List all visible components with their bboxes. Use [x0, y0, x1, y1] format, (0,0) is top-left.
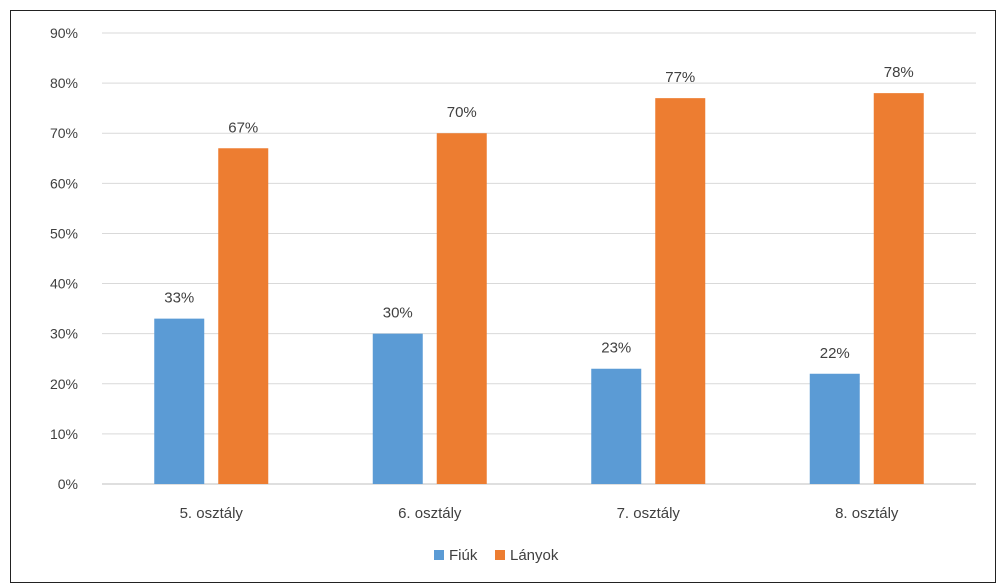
bar-lanyok-7	[655, 98, 706, 485]
legend-swatch-lanyok	[495, 550, 505, 560]
data-label: 78%	[884, 64, 914, 81]
bar-lanyok-5	[218, 148, 269, 484]
y-tick-label: 10%	[50, 426, 78, 442]
legend-label: Fiúk	[449, 547, 478, 564]
y-tick-label: 50%	[50, 225, 78, 241]
data-label: 23%	[601, 340, 631, 357]
bar-lanyok-6	[436, 133, 487, 484]
y-tick-label: 0%	[58, 476, 78, 492]
y-tick-label: 30%	[50, 326, 78, 342]
y-tick-label: 70%	[50, 125, 78, 141]
legend-label: Lányok	[510, 547, 559, 564]
bar-fiuk-5	[154, 318, 205, 484]
y-tick-label: 20%	[50, 376, 78, 392]
chart-frame	[10, 10, 996, 583]
data-label: 22%	[820, 345, 850, 362]
x-category-label: 6. osztály	[398, 505, 462, 522]
y-tick-label: 90%	[50, 25, 78, 41]
bar-fiuk-8	[809, 373, 860, 484]
data-label: 67%	[228, 119, 258, 136]
x-category-label: 8. osztály	[835, 505, 899, 522]
y-tick-label: 40%	[50, 276, 78, 292]
x-category-label: 7. osztály	[617, 505, 681, 522]
data-label: 33%	[164, 290, 194, 307]
x-category-label: 5. osztály	[180, 505, 244, 522]
data-label: 70%	[447, 104, 477, 121]
bar-fiuk-7	[591, 368, 642, 484]
data-label: 30%	[383, 305, 413, 322]
bar-fiuk-6	[372, 333, 423, 484]
legend-swatch-fiuk	[434, 550, 444, 560]
y-tick-label: 60%	[50, 175, 78, 191]
y-tick-label: 80%	[50, 75, 78, 91]
bar-lanyok-8	[873, 93, 924, 484]
data-label: 77%	[665, 69, 695, 86]
